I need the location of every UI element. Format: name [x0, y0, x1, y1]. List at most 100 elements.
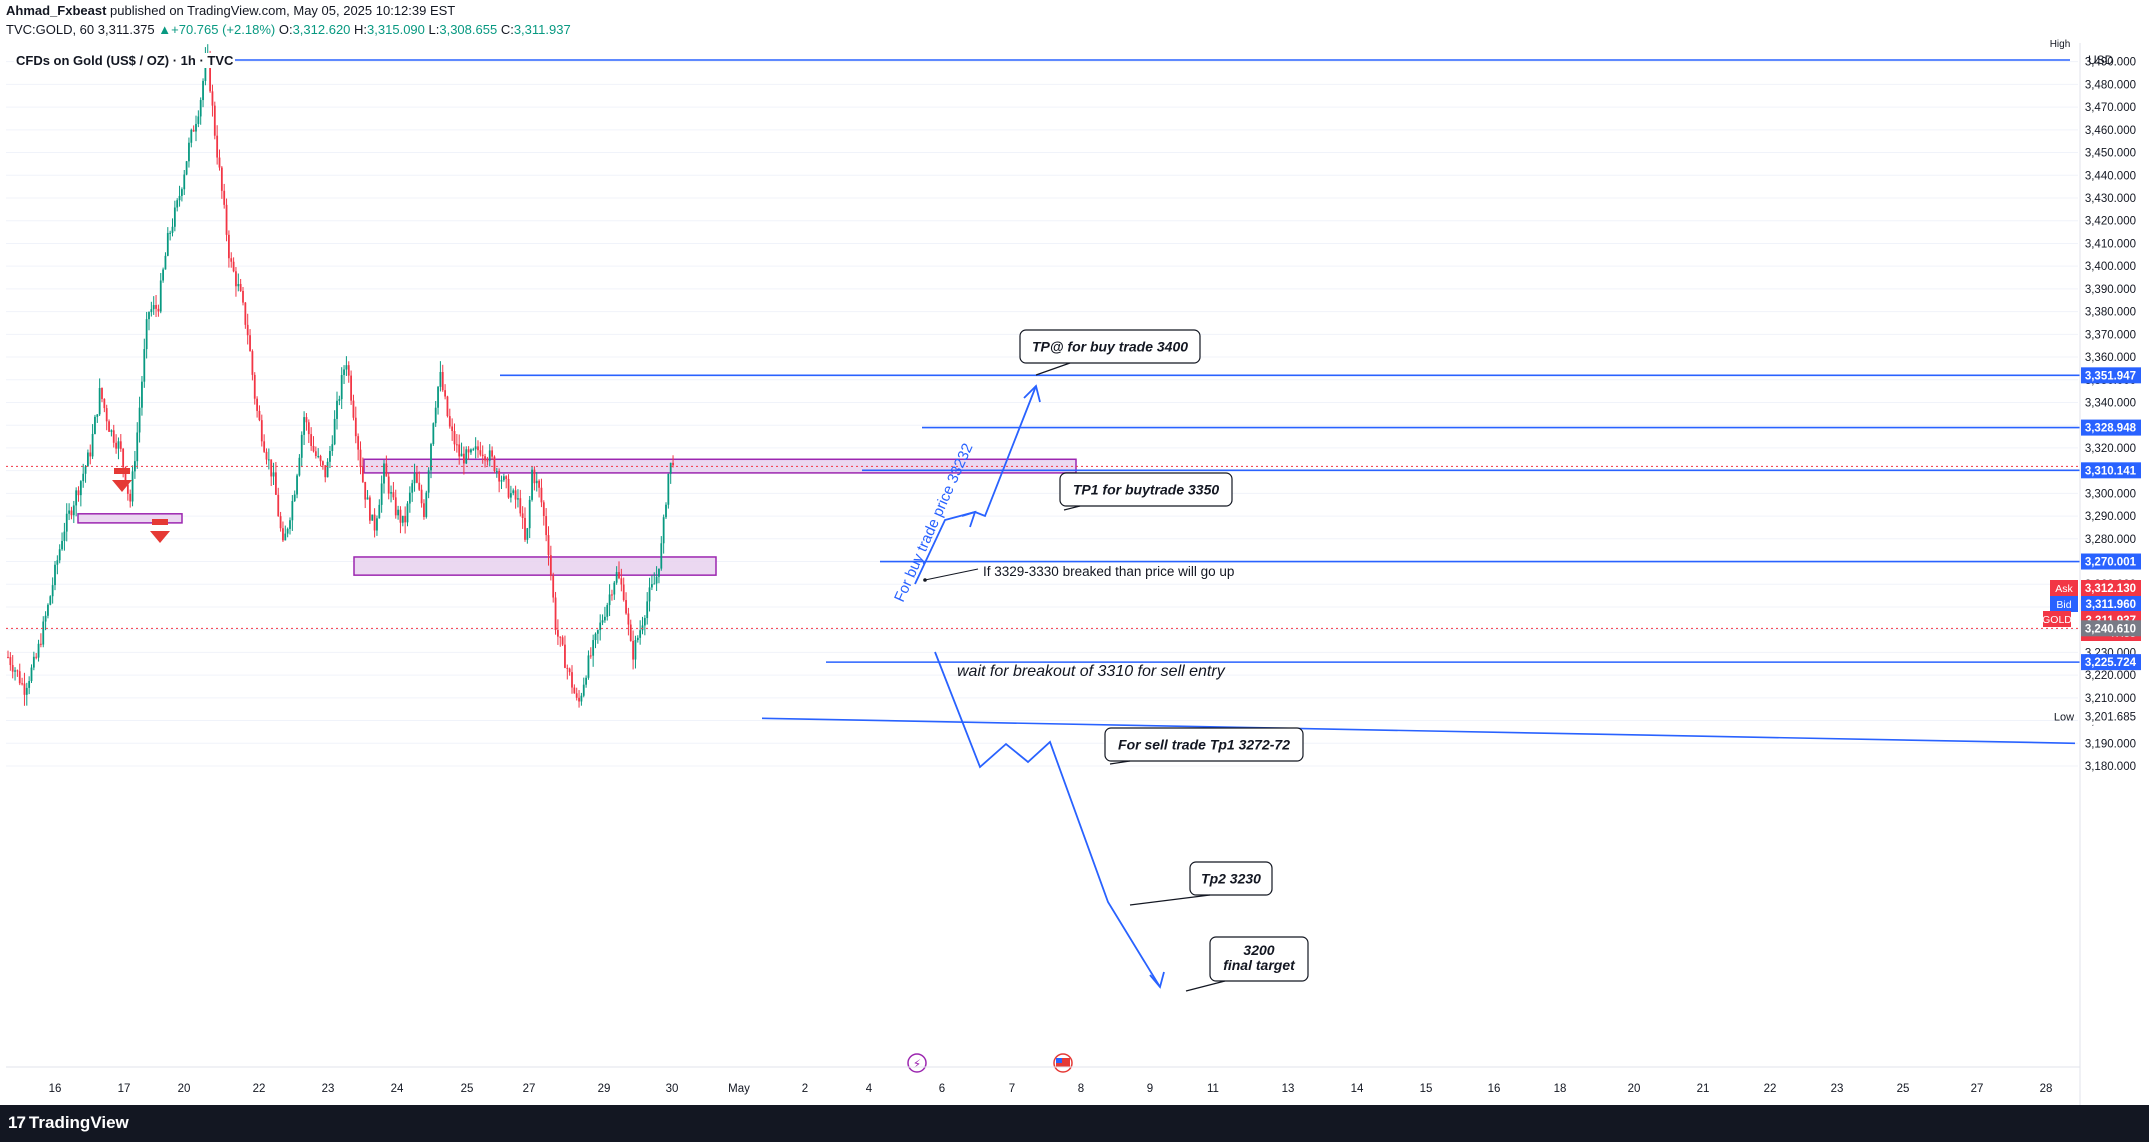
candle-body	[571, 672, 573, 688]
candle-body	[578, 697, 580, 702]
candle-body	[585, 677, 587, 685]
x-tick-label: 6	[939, 1083, 945, 1095]
candle-body	[314, 451, 317, 457]
candle-body	[54, 564, 56, 586]
candle-body	[16, 670, 19, 672]
currency-label[interactable]: USD	[2088, 53, 2114, 67]
candle-body	[535, 480, 538, 484]
candle-body	[32, 656, 35, 668]
candle-body	[404, 515, 407, 523]
candle-body	[493, 456, 496, 472]
x-tick-label: 17	[118, 1083, 131, 1095]
candle-body	[479, 450, 482, 455]
candle-body	[267, 459, 270, 461]
level-price-text: 3,270.001	[2085, 557, 2137, 569]
candle-body	[181, 189, 183, 196]
candle-body	[319, 455, 322, 462]
candle-body	[531, 469, 533, 500]
candle-body	[218, 157, 221, 168]
candle-body	[427, 470, 430, 493]
candle-body	[237, 283, 240, 287]
candle-body	[131, 471, 134, 502]
chart-header: Ahmad_Fxbeast published on TradingView.c…	[0, 0, 2149, 42]
down-arrow-icon	[150, 519, 170, 543]
candle-body	[451, 426, 454, 432]
x-tick-label: 8	[1078, 1083, 1084, 1095]
candle-body	[660, 543, 663, 569]
x-tick-label: 29	[598, 1083, 611, 1095]
candle-body	[340, 375, 343, 400]
candle-body	[472, 449, 475, 451]
candle-body	[246, 324, 249, 336]
axes: 3,180.0003,190.0003,200.0003,210.0003,22…	[6, 43, 2149, 1105]
candle-body	[408, 492, 411, 504]
candle-body	[573, 687, 576, 694]
open-value: 3,312.620	[292, 22, 351, 37]
annotation-box	[1209, 936, 1309, 982]
annotation-pointer	[1063, 505, 1081, 511]
candle-body	[303, 417, 305, 435]
candle-body	[484, 456, 486, 461]
x-tick-label: 16	[1488, 1083, 1501, 1095]
x-tick-label: 24	[391, 1083, 404, 1095]
candle-body	[209, 53, 211, 92]
ask-price: 3,312.130	[2085, 583, 2136, 595]
candle-body	[549, 555, 552, 576]
candle-body	[263, 441, 266, 452]
candle-body	[547, 535, 550, 556]
candle-body	[61, 540, 63, 550]
x-tick-label: 30	[666, 1083, 679, 1095]
candle-body	[453, 431, 456, 445]
candle-body	[228, 234, 230, 259]
candle-body	[244, 302, 247, 325]
candle-body	[423, 503, 425, 517]
y-tick-label: 3,380.000	[2085, 307, 2136, 319]
x-tick-label: 11	[1207, 1083, 1219, 1095]
candle-body	[162, 269, 164, 281]
candle-body	[157, 308, 160, 312]
x-tick-label: 9	[1147, 1083, 1153, 1095]
candle-body	[279, 516, 282, 529]
breakout-note-pointer	[924, 568, 979, 581]
y-tick-label: 3,280.000	[2085, 534, 2136, 546]
price-chart[interactable]: TP@ for buy trade 3400 TP1 for buytrade 3…	[0, 0, 2149, 1105]
candle-body	[488, 450, 491, 461]
candle-body	[65, 513, 68, 532]
candle-body	[646, 601, 649, 619]
candle-body	[260, 420, 263, 442]
candle-body	[103, 398, 106, 409]
annotation-text: For sell trade Tp1 3272-72	[1118, 737, 1290, 753]
candle-body	[333, 418, 336, 445]
candle-body	[354, 417, 357, 437]
candle-body	[312, 445, 315, 452]
candle-body	[439, 371, 442, 387]
candle-body	[604, 616, 606, 621]
x-tick-label: 21	[1697, 1083, 1710, 1095]
candle-body	[397, 509, 399, 516]
candle-body	[336, 400, 338, 419]
x-tick-label: 20	[178, 1083, 191, 1095]
author-name[interactable]: Ahmad_Fxbeast	[6, 3, 107, 18]
candle-body	[502, 476, 505, 481]
candle-body	[173, 207, 176, 227]
x-tick-label: 2	[802, 1083, 808, 1095]
candle-body	[42, 621, 45, 645]
candle-body	[329, 451, 331, 462]
candle-body	[387, 476, 390, 494]
candle-body	[446, 396, 449, 417]
candle-body	[136, 432, 139, 462]
candle-body	[176, 200, 179, 208]
candle-body	[545, 516, 548, 536]
candle-body	[166, 232, 169, 256]
candle-body	[463, 453, 465, 464]
publish-info: published on TradingView.com, May 05, 20…	[110, 3, 456, 18]
y-tick-label: 3,320.000	[2085, 443, 2136, 455]
candle-body	[500, 480, 503, 482]
tradingview-logo[interactable]: 17 TradingView	[8, 1113, 129, 1132]
plot-background	[6, 43, 2078, 1105]
candle-body	[256, 398, 258, 411]
candle-body	[56, 560, 59, 565]
candle-body	[361, 467, 364, 482]
low-price: 3,201.685	[2085, 712, 2136, 724]
candle-body	[533, 469, 536, 484]
